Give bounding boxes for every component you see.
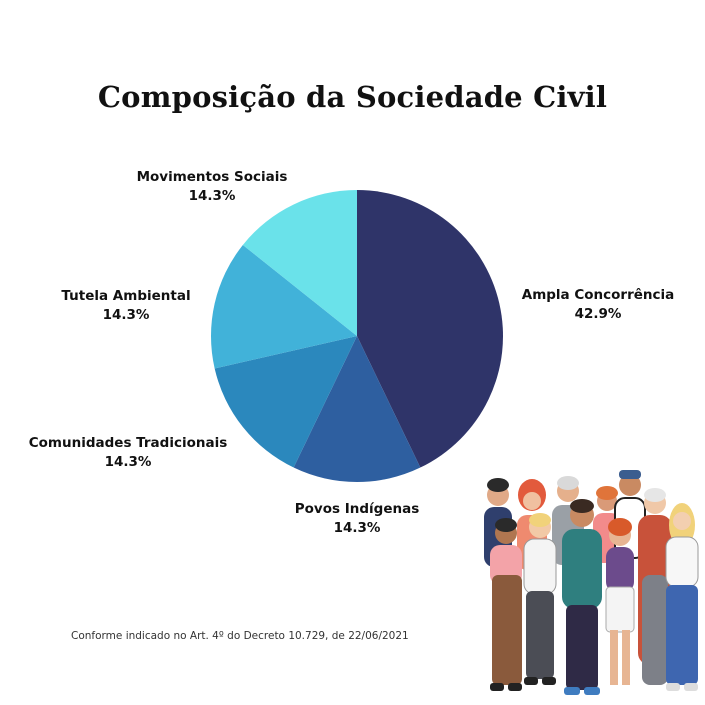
pie-slice-povos-indigenas [293, 336, 421, 482]
slice-label: Movimentos Sociais 14.3% [137, 168, 288, 206]
footnote: Conforme indicado no Art. 4º do Decreto … [71, 630, 409, 642]
slice-label-name: Ampla Concorrência [521, 287, 675, 303]
person-front-3 [562, 499, 602, 695]
person-front-5 [665, 503, 699, 691]
slice-label-value: 14.3% [333, 520, 381, 536]
person-front-4 [605, 518, 635, 685]
pie-slice-comunidades-tradicionais [214, 336, 357, 468]
slice-label: Ampla Concorrência 42.9% [522, 286, 675, 324]
pie-slice-tutela-ambiental [210, 244, 357, 369]
slice-label-name: Povos Indígenas [294, 501, 420, 517]
chart-title: Composição da Sociedade Civil [97, 80, 608, 114]
person-front-1 [490, 518, 522, 691]
slice-label-name: Tutela Ambiental [61, 288, 191, 304]
slice-label: Povos Indígenas 14.3% [295, 500, 419, 538]
person-back-right [638, 488, 672, 685]
group-of-people-icon [484, 470, 699, 695]
slice-label-value: 42.9% [574, 306, 622, 322]
person-front-2 [523, 513, 557, 685]
pie-slice-movimentos-sociais [242, 190, 357, 336]
slice-label-value: 14.3% [188, 188, 236, 204]
slice-label-value: 14.3% [104, 454, 152, 470]
pie-slice-ampla-concorrencia [357, 190, 503, 468]
slice-label-name: Movimentos Sociais [136, 169, 288, 185]
slice-label: Tutela Ambiental 14.3% [61, 287, 190, 325]
slice-label-name: Comunidades Tradicionais [28, 435, 228, 451]
slice-label-value: 14.3% [102, 307, 150, 323]
slice-label: Comunidades Tradicionais 14.3% [29, 434, 228, 472]
